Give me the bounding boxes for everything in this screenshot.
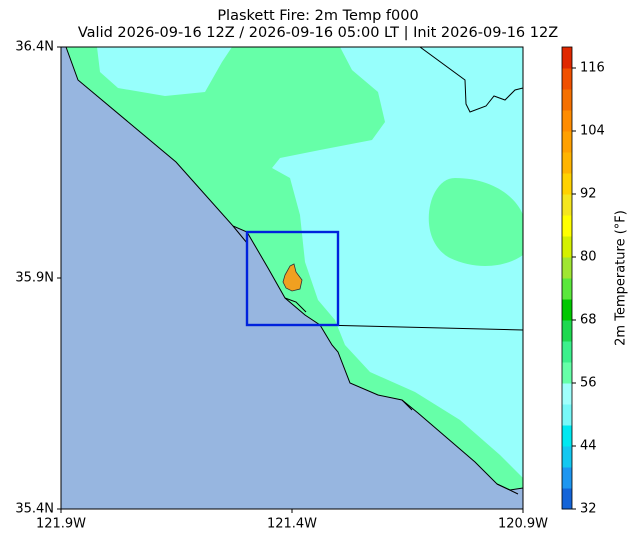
colorbar-frame xyxy=(561,46,573,510)
colorbar-tick-label: 116 xyxy=(580,61,605,76)
colorbar-band xyxy=(562,467,572,489)
x-tick-label: 121.9W xyxy=(36,517,86,532)
colorbar-band xyxy=(562,89,572,111)
colorbar-band xyxy=(562,362,572,384)
colorbar-tick-label: 80 xyxy=(580,250,597,265)
ocean xyxy=(61,47,523,509)
colorbar-band xyxy=(562,341,572,363)
colorbar-band xyxy=(562,110,572,132)
colorbar-tick-label: 92 xyxy=(580,187,597,202)
colorbar-tick-label: 68 xyxy=(580,313,597,328)
fire-perimeter xyxy=(282,263,303,292)
colorbar-band xyxy=(562,488,572,510)
colorbar-tick-label: 32 xyxy=(580,502,597,517)
colorbar-label: 2m Temperature (°F) xyxy=(614,210,629,346)
colorbar-band xyxy=(562,383,572,405)
colorbar-band xyxy=(562,131,572,153)
colorbar-band xyxy=(562,320,572,342)
colorbar-tick-label: 56 xyxy=(580,376,597,391)
colorbar-band xyxy=(562,173,572,195)
colorbar-band xyxy=(562,257,572,279)
subtitle: Valid 2026-09-16 12Z / 2026-09-16 05:00 … xyxy=(78,25,558,41)
border xyxy=(232,47,523,495)
colorbar-band xyxy=(562,194,572,216)
x-tick-label: 121.4W xyxy=(267,517,317,532)
colorbar-band xyxy=(562,299,572,321)
colorbar-band xyxy=(562,278,572,300)
colorbar-band xyxy=(562,215,572,237)
x-tick-label: 120.9W xyxy=(498,517,548,532)
colorbar-band xyxy=(562,425,572,447)
map xyxy=(61,47,523,509)
y-tick-label: 35.4N xyxy=(15,502,54,517)
title: Plaskett Fire: 2m Temp f000 xyxy=(217,8,418,24)
warm-area xyxy=(428,178,523,266)
colorbar-band xyxy=(562,446,572,468)
colorbar-tick-label: 104 xyxy=(580,124,605,139)
colorbar-band xyxy=(562,404,572,426)
colorbar-band xyxy=(562,68,572,90)
colorbar-band xyxy=(562,47,572,69)
y-tick-label: 36.4N xyxy=(15,40,54,55)
colorbar-tick-label: 44 xyxy=(580,439,597,454)
colorbar-band xyxy=(562,152,572,174)
colorbar-band xyxy=(562,236,572,258)
fire-box xyxy=(245,230,340,327)
y-tick-label: 35.9N xyxy=(15,271,54,286)
